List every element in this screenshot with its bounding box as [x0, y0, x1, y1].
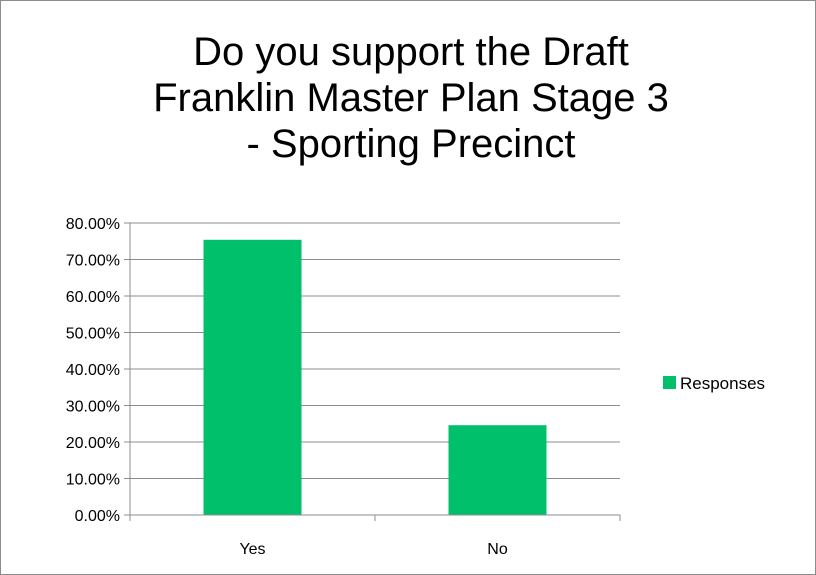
chart-title-line-1: Do you support the Draft — [193, 30, 629, 74]
chart-title-line-2: Franklin Master Plan Stage 3 — [153, 76, 669, 120]
bar-yes — [203, 239, 302, 516]
y-tick-label: 80.00% — [66, 216, 120, 233]
y-tick-label: 0.00% — [75, 508, 120, 525]
x-tick-label: No — [487, 541, 508, 558]
x-tick-label: Yes — [239, 541, 265, 558]
y-tick-label: 40.00% — [66, 362, 120, 379]
y-tick-label: 50.00% — [66, 326, 120, 343]
legend: Responses — [663, 374, 765, 393]
y-tick-label: 60.00% — [66, 289, 120, 306]
legend-label: Responses — [680, 374, 765, 393]
y-tick-label: 10.00% — [66, 472, 120, 489]
y-tick-label: 30.00% — [66, 399, 120, 416]
y-tick-label: 70.00% — [66, 253, 120, 270]
bars — [203, 239, 547, 516]
y-axis: 0.00% 10.00% 20.00% 30.00% 40.00% 50.00% 60.00… — [66, 216, 131, 525]
chart-title: Do you support the Draft Franklin Master… — [61, 29, 761, 167]
chart-title-line-3: - Sporting Precinct — [246, 122, 576, 166]
legend-swatch — [663, 376, 676, 389]
y-tick-label: 20.00% — [66, 435, 120, 452]
x-axis: Yes No — [129, 514, 621, 558]
bar-no — [448, 425, 547, 515]
